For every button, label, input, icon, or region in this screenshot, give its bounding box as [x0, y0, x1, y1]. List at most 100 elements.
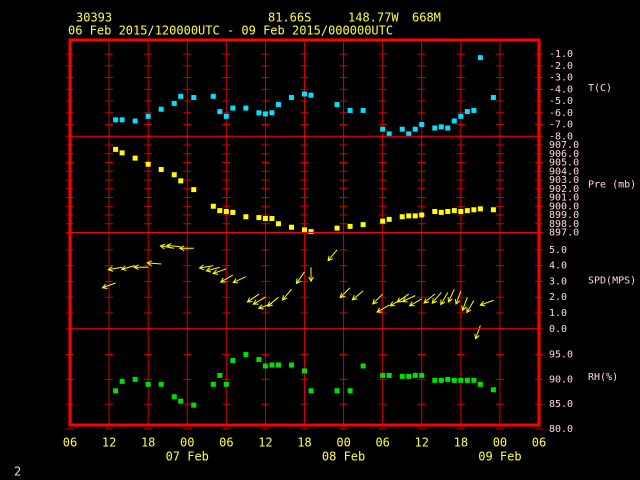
data-point	[191, 187, 197, 193]
y-tick-label: 2.0	[549, 292, 567, 303]
data-point	[438, 124, 444, 130]
data-point	[412, 372, 418, 378]
data-point	[308, 92, 314, 98]
wind-arrow	[146, 260, 162, 267]
data-point	[360, 363, 366, 369]
data-point	[262, 363, 268, 369]
data-point	[158, 381, 164, 387]
data-point	[223, 113, 229, 119]
wind-arrow	[479, 299, 494, 307]
wind-arrow	[431, 292, 442, 304]
y-tick-label: 5.0	[549, 245, 567, 256]
data-point	[360, 222, 366, 228]
data-point	[445, 209, 451, 214]
wind-arrow	[461, 297, 468, 312]
y-tick-label: -2.0	[549, 61, 573, 72]
y-tick-label: -8.0	[549, 131, 573, 142]
data-point	[445, 376, 451, 382]
y-tick-label: 902.0	[549, 184, 579, 195]
wind-arrow	[423, 293, 436, 304]
panel-label: T(C)	[588, 83, 612, 94]
data-point	[145, 381, 151, 387]
wind-arrow	[308, 267, 314, 283]
data-point	[230, 105, 236, 111]
y-tick-label: 0.0	[549, 324, 567, 335]
data-point	[477, 206, 483, 212]
data-point	[269, 362, 275, 368]
data-point	[412, 126, 418, 132]
data-point	[262, 216, 268, 221]
data-point	[217, 109, 223, 115]
y-tick-label: 85.0	[549, 399, 573, 410]
data-point	[477, 55, 483, 61]
data-point	[178, 398, 184, 404]
data-point	[399, 126, 405, 132]
wind-arrow	[351, 290, 364, 301]
data-point	[419, 122, 425, 128]
data-point	[308, 388, 314, 394]
y-tick-label: 1.0	[549, 308, 567, 319]
data-point	[288, 362, 294, 368]
elevation: 668M	[412, 11, 441, 25]
date-label: 08 Feb	[322, 450, 365, 464]
wind-arrow	[219, 274, 234, 283]
data-point	[302, 91, 307, 97]
y-tick-label: 903.0	[549, 175, 579, 186]
data-point	[490, 387, 496, 393]
data-point	[158, 106, 164, 112]
y-tick-label: 95.0	[549, 350, 573, 361]
x-tick-label: 00	[493, 436, 507, 450]
data-point	[471, 107, 477, 113]
data-point	[262, 111, 268, 117]
wind-arrow	[107, 266, 123, 272]
station-id: 30393	[76, 11, 112, 25]
data-point	[210, 203, 216, 209]
data-point	[432, 125, 438, 131]
data-point	[451, 377, 457, 383]
x-tick-label: 06	[375, 436, 389, 450]
y-tick-label: -7.0	[549, 120, 573, 131]
data-point	[275, 221, 281, 227]
data-point	[191, 95, 197, 101]
data-point	[171, 172, 177, 178]
x-tick-label: 06	[219, 436, 233, 450]
data-point	[347, 388, 353, 394]
wind-arrow	[440, 292, 449, 306]
data-point	[386, 372, 392, 378]
data-point	[412, 213, 418, 219]
wind-arrow	[266, 296, 279, 307]
data-point	[458, 209, 464, 214]
wind-arrow	[447, 289, 455, 303]
wind-arrow	[327, 249, 338, 262]
data-point	[217, 372, 223, 378]
panel-label: RH(%)	[588, 372, 618, 383]
x-tick-label: 12	[102, 436, 116, 450]
data-point	[223, 209, 229, 214]
data-point	[406, 373, 412, 379]
data-point	[477, 381, 483, 387]
data-point	[230, 209, 236, 215]
wind-arrow	[178, 245, 194, 252]
y-tick-label: 4.0	[549, 261, 567, 272]
data-point	[490, 207, 496, 213]
data-point	[171, 394, 177, 400]
data-point	[256, 110, 262, 116]
x-tick-label: 18	[141, 436, 155, 450]
data-point	[334, 102, 340, 108]
data-point	[119, 378, 125, 384]
time-period: 06 Feb 2015/120000UTC - 09 Feb 2015/0000…	[68, 24, 393, 38]
data-point	[471, 207, 477, 213]
data-point	[119, 117, 125, 123]
date-label: 09 Feb	[478, 450, 521, 464]
wind-arrow	[281, 288, 292, 301]
wind-arrow	[454, 290, 462, 306]
data-point	[145, 161, 151, 167]
data-point	[230, 358, 236, 364]
wind-arrow	[339, 287, 351, 299]
wind-arrow	[466, 300, 475, 314]
latitude: 81.66S	[268, 11, 311, 25]
wind-arrow	[212, 268, 227, 275]
data-point	[386, 216, 392, 222]
data-point	[269, 216, 275, 221]
wind-arrow	[396, 293, 410, 303]
